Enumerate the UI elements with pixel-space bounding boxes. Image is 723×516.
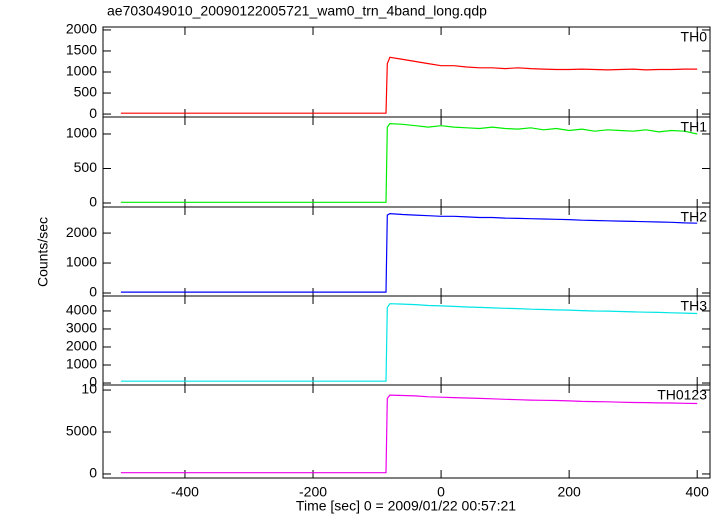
x-tick-label: 0 xyxy=(437,484,445,500)
y-tick-label: 5000 xyxy=(66,423,97,439)
x-tick-label: 200 xyxy=(557,484,581,500)
data-line xyxy=(120,56,698,114)
chart-title: ae703049010_20090122005721_wam0_trn_4ban… xyxy=(107,3,487,19)
data-line xyxy=(120,394,698,474)
y-tick-label: 1000 xyxy=(66,63,97,79)
y-tick-label: 1500 xyxy=(66,42,97,58)
y-tick-label: 10 xyxy=(81,381,97,397)
y-tick-label: 500 xyxy=(74,84,98,100)
y-tick-label: 3000 xyxy=(66,320,97,336)
panel-label: TH3 xyxy=(681,298,708,314)
panel-frame xyxy=(102,295,711,386)
y-tick-label: 2000 xyxy=(66,338,97,354)
x-tick-label: -200 xyxy=(299,484,327,500)
y-tick-label: 4000 xyxy=(66,302,97,318)
data-line xyxy=(120,122,698,203)
panel-label: TH0123 xyxy=(657,387,707,403)
y-tick-label: 0 xyxy=(89,105,97,121)
data-line xyxy=(120,212,698,293)
y-tick-label: 0 xyxy=(89,465,97,481)
panel-frame xyxy=(102,384,711,479)
y-tick-label: 0 xyxy=(89,374,97,390)
x-tick-label: -400 xyxy=(171,484,199,500)
y-tick-label: 1000 xyxy=(66,254,97,270)
y-tick-label: 500 xyxy=(74,159,98,175)
y-tick-label: 1000 xyxy=(66,356,97,372)
y-tick-label: 2000 xyxy=(66,21,97,37)
y-tick-label: 1000 xyxy=(66,125,97,141)
y-tick-label: 0 xyxy=(89,284,97,300)
panel-label: TH2 xyxy=(681,209,708,225)
panel-frame xyxy=(102,26,711,118)
y-tick-label: 2000 xyxy=(66,224,97,240)
panel-label: TH1 xyxy=(681,119,708,135)
x-tick-label: 400 xyxy=(686,484,710,500)
panel-frame xyxy=(102,206,711,297)
data-line xyxy=(120,303,698,382)
y-axis-label: Counts/sec xyxy=(35,217,51,287)
y-tick-label: 0 xyxy=(89,194,97,210)
panel-label: TH0 xyxy=(681,29,708,45)
x-axis-label: Time [sec] 0 = 2009/01/22 00:57:21 xyxy=(296,498,516,514)
